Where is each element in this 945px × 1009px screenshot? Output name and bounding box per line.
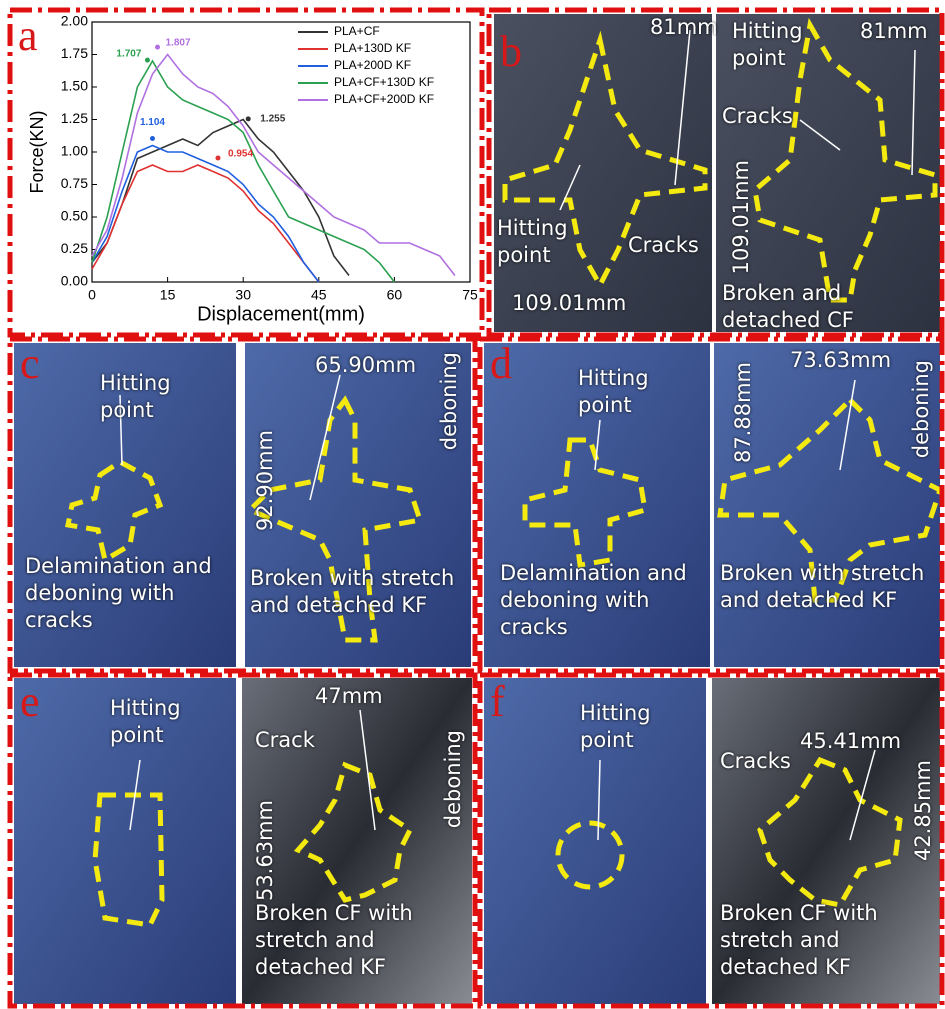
y-tick-label: 1.50	[61, 78, 88, 94]
legend-label: PLA+CF+200D KF	[334, 92, 434, 106]
photo	[494, 14, 712, 332]
y-tick-label: 1.75	[61, 45, 88, 61]
legend-label: PLA+CF	[334, 24, 380, 38]
legend-label: PLA+130D KF	[334, 41, 411, 55]
annotation: Delamination and deboning with cracks	[25, 553, 240, 634]
panel-label: c	[20, 342, 40, 386]
x-tick-label: 30	[235, 287, 251, 303]
panel-label: e	[20, 680, 40, 724]
panel-label: b	[500, 30, 522, 74]
x-tick-label: 0	[88, 287, 96, 303]
x-tick-label: 75	[462, 287, 478, 303]
peak-label: 0.954	[228, 149, 253, 160]
annotation: Hitting point	[732, 18, 842, 72]
x-tick-label: 15	[160, 287, 176, 303]
y-tick-label: 1.00	[61, 143, 88, 159]
x-tick-label: 60	[387, 287, 403, 303]
peak-marker	[155, 45, 160, 50]
y-tick-label: 0.75	[61, 175, 88, 191]
legend-label: PLA+200D KF	[334, 58, 411, 72]
annotation: Delamination and deboning with cracks	[500, 560, 715, 641]
x-axis-label: Displacement(mm)	[197, 303, 365, 325]
peak-marker	[246, 116, 251, 121]
annotation: Broken and detached CF	[722, 280, 932, 334]
annotation: Hitting point	[110, 695, 220, 749]
panel-label: f	[490, 680, 505, 724]
annotation: deboning	[436, 352, 463, 450]
peak-label: 1.255	[260, 113, 285, 124]
annotation: 109.01mm	[728, 160, 755, 274]
y-axis-label: Force(KN)	[27, 110, 47, 193]
panel-label: d	[490, 342, 512, 386]
annotation: 81mm	[860, 18, 945, 45]
annotation: Broken CF with stretch and detached KF	[720, 900, 935, 981]
y-tick-label: 0.00	[61, 273, 88, 289]
annotation: 109.01mm	[512, 290, 662, 317]
annotation: Broken CF with stretch and detached KF	[255, 900, 470, 981]
legend-label: PLA+CF+130D KF	[334, 75, 434, 89]
annotation: 42.85mm	[910, 760, 937, 861]
annotation: Crack	[255, 727, 355, 754]
x-tick-label: 45	[311, 287, 327, 303]
annotation: 87.88mm	[730, 362, 757, 463]
annotation: 53.63mm	[252, 800, 279, 901]
annotation: 47mm	[315, 683, 415, 710]
peak-marker	[145, 58, 150, 63]
panel-label: a	[18, 11, 38, 60]
annotation: 45.41mm	[800, 728, 930, 755]
annotation: 81mm	[650, 14, 740, 41]
y-tick-label: 2.00	[61, 13, 88, 29]
y-tick-label: 0.50	[61, 208, 88, 224]
annotation: Hitting point	[580, 700, 690, 754]
peak-marker	[216, 155, 221, 160]
annotation: Broken with stretch and detached KF	[250, 565, 460, 619]
annotation: Hitting point	[497, 215, 597, 269]
annotation: Broken with stretch and detached KF	[720, 560, 930, 614]
figure-canvas: 0 15 30 45 60 75 0.00 0.25 0.50 0.75 1.00 1.25 1.50 1…	[0, 0, 945, 1009]
annotation: Hitting point	[578, 365, 688, 419]
peak-marker	[150, 136, 155, 141]
annotation: Cracks	[628, 232, 728, 259]
annotation: 92.90mm	[252, 430, 279, 531]
annotation: deboning	[440, 730, 467, 828]
peak-label: 1.707	[116, 49, 141, 60]
y-tick-label: 1.25	[61, 110, 88, 126]
annotation: Cracks	[722, 103, 822, 130]
figure: 0 15 30 45 60 75 0.00 0.25 0.50 0.75 1.00 1.25 1.50 1…	[0, 0, 945, 1009]
annotation: 65.90mm	[315, 352, 455, 379]
peak-label: 1.104	[140, 117, 165, 128]
chart: 0 15 30 45 60 75 0.00 0.25 0.50 0.75 1.00 1.25 1.50 1…	[18, 11, 478, 325]
peak-label: 1.807	[166, 38, 191, 49]
annotation: Hitting point	[100, 370, 210, 424]
annotation: deboning	[908, 360, 935, 458]
y-tick-label: 0.25	[61, 240, 88, 256]
